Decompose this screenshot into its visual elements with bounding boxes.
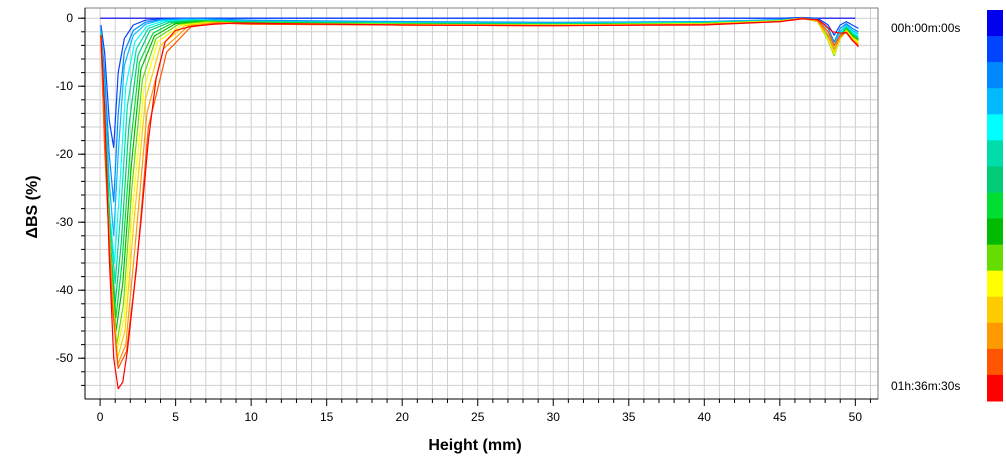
series-line-2 bbox=[100, 17, 859, 203]
series-line-1 bbox=[100, 16, 859, 148]
y-tick-label: -50 bbox=[56, 351, 74, 365]
colorbar-start-label: 00h:00m:00s bbox=[891, 21, 960, 35]
colorbar-end-label: 01h:36m:30s bbox=[891, 379, 960, 393]
colorbar-segment-6 bbox=[987, 166, 1003, 193]
colorbar-segment-9 bbox=[987, 244, 1003, 272]
y-tick-label: -10 bbox=[56, 79, 74, 93]
colorbar-segment-2 bbox=[987, 62, 1003, 89]
y-axis-title: ΔBS (%) bbox=[24, 175, 41, 238]
series-line-12 bbox=[100, 17, 859, 366]
colorbar-segment-10 bbox=[987, 270, 1003, 298]
x-tick-label: 10 bbox=[244, 410, 258, 424]
series-line-5 bbox=[100, 17, 859, 284]
series-line-6 bbox=[100, 17, 859, 305]
x-tick-label: 35 bbox=[622, 410, 636, 424]
colorbar-segment-1 bbox=[987, 36, 1003, 63]
x-tick-label: 50 bbox=[849, 410, 863, 424]
series-line-14 bbox=[100, 18, 859, 390]
y-tick-label: -40 bbox=[56, 283, 74, 297]
x-tick-label: 15 bbox=[320, 410, 334, 424]
x-tick-label: 30 bbox=[547, 410, 561, 424]
colorbar-segment-7 bbox=[987, 192, 1003, 220]
series-line-10 bbox=[100, 17, 859, 352]
x-tick-label: 25 bbox=[471, 410, 485, 424]
grid bbox=[85, 8, 878, 399]
colorbar-segment-13 bbox=[987, 348, 1003, 376]
series-line-13 bbox=[100, 17, 859, 369]
x-tick-label: 5 bbox=[172, 410, 179, 424]
y-tick-label: 0 bbox=[66, 11, 73, 25]
y-tick-label: -30 bbox=[56, 215, 74, 229]
series-line-11 bbox=[100, 17, 859, 359]
time-colorbar bbox=[987, 10, 1003, 402]
x-tick-labels: 0 5 10 15 20 25 30 35 40 45 50 bbox=[97, 410, 863, 424]
x-tick-label: 0 bbox=[97, 410, 104, 424]
x-axis-title: Height (mm) bbox=[428, 437, 521, 454]
ticks bbox=[78, 8, 878, 406]
series-line-8 bbox=[100, 17, 859, 332]
colorbar-segment-11 bbox=[987, 296, 1003, 324]
colorbar-segment-12 bbox=[987, 322, 1003, 350]
plot-area-border bbox=[84, 7, 879, 400]
colorbar-segment-3 bbox=[987, 88, 1003, 115]
y-tick-label: -20 bbox=[56, 147, 74, 161]
colorbar-segment-8 bbox=[987, 218, 1003, 246]
colorbar-segment-4 bbox=[987, 114, 1003, 141]
colorbar-segment-14 bbox=[987, 374, 1003, 402]
x-tick-label: 45 bbox=[773, 410, 787, 424]
x-tick-label: 20 bbox=[396, 410, 410, 424]
colorbar-segment-5 bbox=[987, 140, 1003, 167]
y-tick-labels: 0 -10 -20 -30 -40 -50 bbox=[56, 11, 74, 365]
colorbar-segment-0 bbox=[987, 10, 1003, 37]
x-tick-label: 40 bbox=[698, 410, 712, 424]
series-layer bbox=[100, 16, 859, 390]
